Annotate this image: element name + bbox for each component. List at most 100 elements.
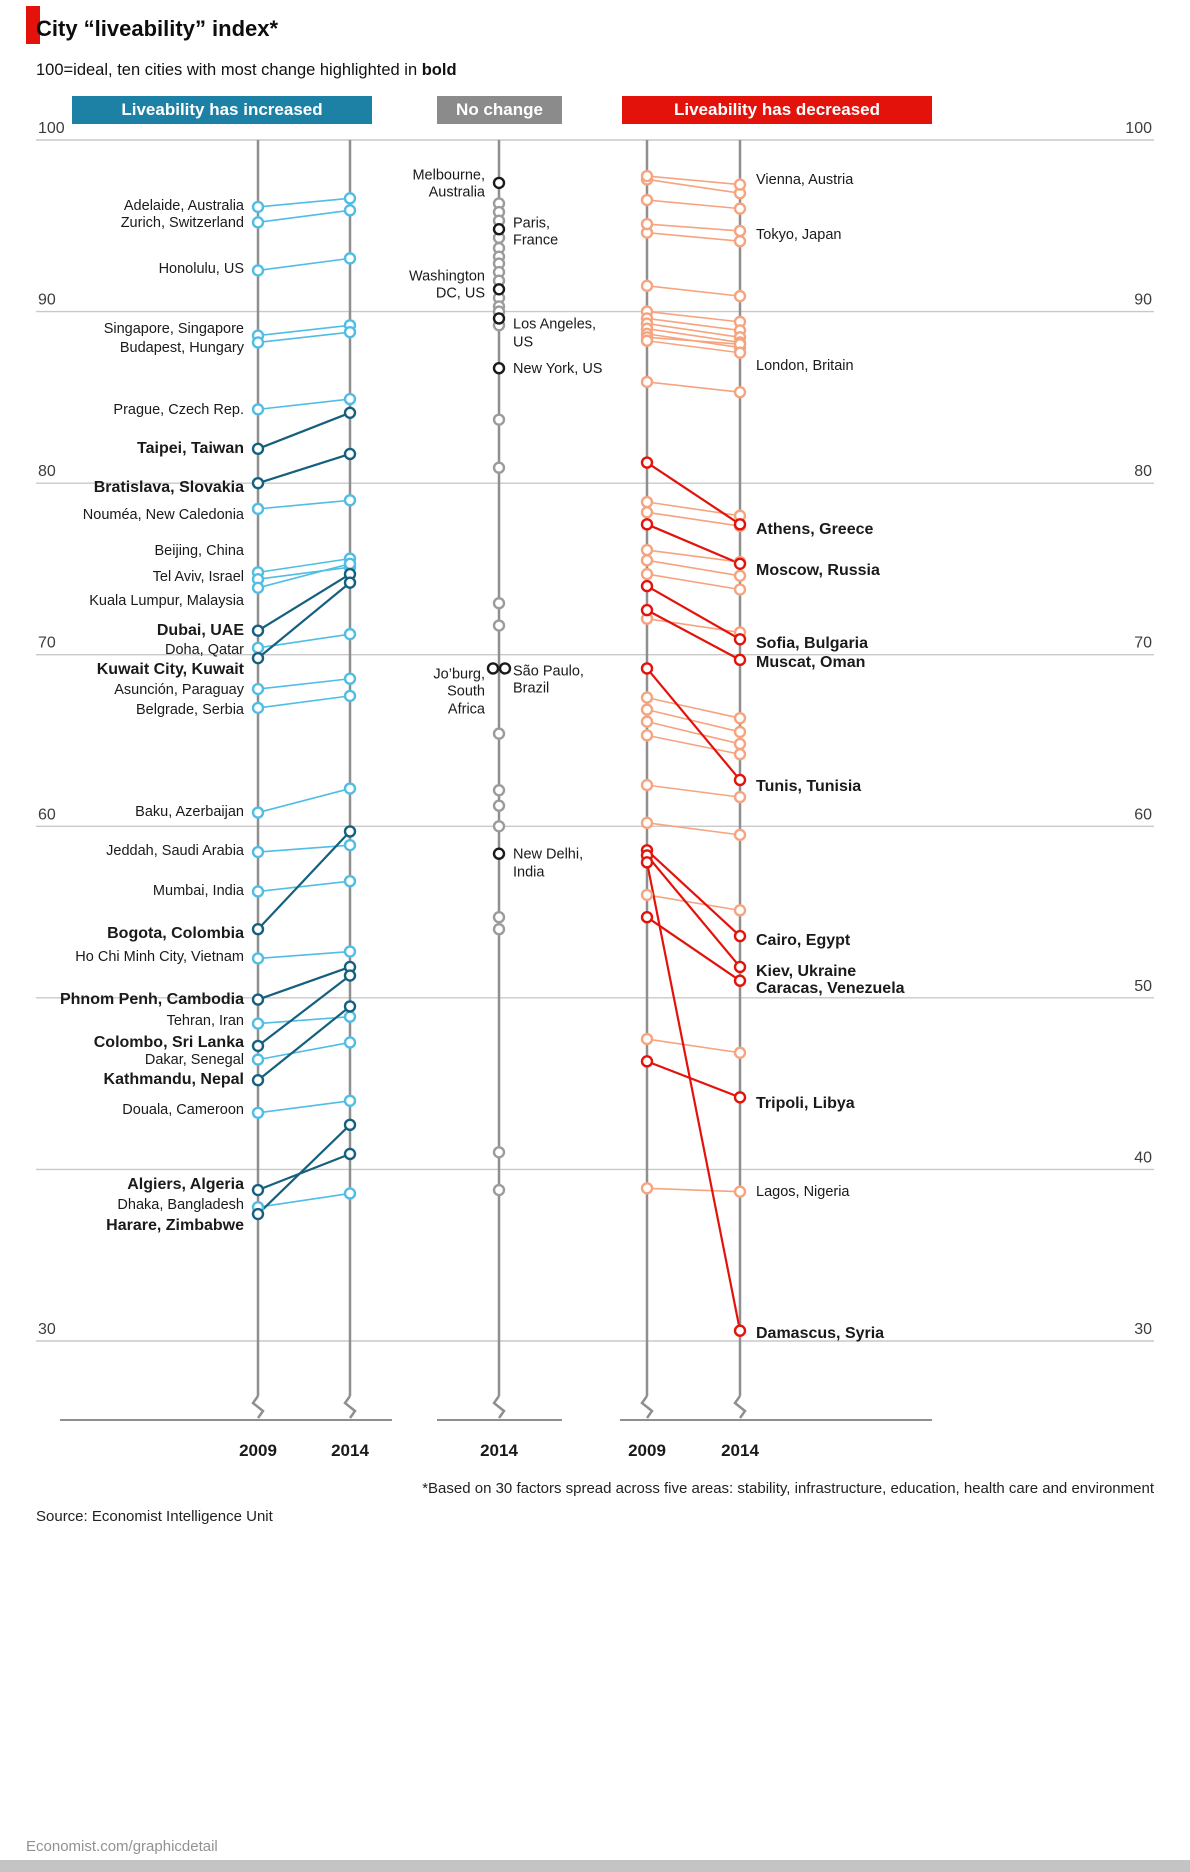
city-dot [733, 773, 747, 787]
city-dot [343, 406, 357, 419]
city-dot [492, 727, 506, 740]
city-dot [640, 495, 654, 509]
city-dot [251, 1039, 265, 1053]
city-dot [733, 1091, 747, 1104]
slope-line [646, 573, 741, 591]
slope-line [646, 854, 741, 968]
city-dot [640, 911, 654, 924]
city-dot [492, 619, 506, 632]
city-dot [343, 252, 357, 265]
city-dot [733, 974, 747, 987]
slope-line [257, 1152, 351, 1192]
x-axis-year-label: 2009 [628, 1441, 666, 1460]
city-dot [343, 1010, 357, 1023]
slope-line [257, 965, 351, 1001]
slope-line [646, 285, 741, 297]
economist-brand-mark [26, 6, 40, 44]
city-dot [251, 952, 265, 965]
slope-line [646, 199, 741, 210]
x-axis-year-label: 2014 [331, 1441, 369, 1460]
axis-break-mark [640, 1395, 654, 1419]
city-dot [640, 703, 654, 716]
city-dot [640, 169, 654, 183]
city-dot [733, 178, 747, 191]
slope-line [646, 720, 741, 745]
city-dot [733, 583, 747, 596]
slope-line [646, 849, 741, 937]
city-dot [251, 1017, 265, 1030]
footer-link[interactable]: Economist.com/graphicdetail [26, 1838, 218, 1855]
city-dot [251, 993, 265, 1006]
city-dot [343, 494, 357, 507]
city-dot [492, 176, 506, 190]
y-axis-tick-label: 80 [1134, 463, 1152, 480]
slope-line [257, 398, 351, 411]
slope-line [646, 310, 741, 323]
city-dot [492, 461, 506, 474]
slope-line [257, 566, 351, 581]
slope-line [257, 677, 351, 690]
city-dot [343, 825, 357, 838]
slope-line [646, 327, 741, 344]
y-axis-tick-label: 100 [1125, 120, 1152, 137]
city-dot [733, 557, 747, 570]
city-dot [492, 784, 506, 797]
city-dot [492, 847, 506, 860]
city-dot [640, 888, 654, 902]
city-dot [492, 312, 506, 325]
slope-line [646, 1060, 741, 1099]
city-dot [733, 569, 747, 582]
slope-line [257, 411, 351, 450]
city-dot [343, 557, 357, 570]
city-dot [640, 506, 654, 519]
slope-line [646, 175, 741, 186]
slope-line [645, 862, 742, 1331]
city-dot [251, 1053, 265, 1066]
city-dot [733, 653, 747, 667]
slope-line [646, 339, 741, 354]
city-dot [640, 456, 654, 469]
city-dot [640, 729, 654, 742]
city-dot [251, 651, 265, 665]
panel-header-decreased: Liveability has decreased [622, 96, 932, 124]
city-dot [251, 502, 265, 516]
slope-line [646, 511, 741, 527]
city-dot [251, 200, 265, 214]
slope-line [646, 559, 741, 577]
city-dot [492, 820, 506, 833]
city-dot [733, 346, 747, 359]
city-dot [733, 1046, 747, 1059]
slope-line [257, 197, 351, 208]
y-axis-tick-label: 100 [38, 120, 65, 137]
city-dot [733, 386, 747, 399]
source-line: Source: Economist Intelligence Unit [36, 1508, 273, 1525]
city-dot [251, 1207, 265, 1221]
city-dot [733, 737, 747, 751]
city-dot [733, 748, 747, 761]
city-dot [492, 361, 506, 375]
slope-line [646, 549, 741, 563]
y-axis-tick-label: 40 [1134, 1149, 1152, 1166]
city-dot [343, 576, 357, 589]
y-axis-tick-label: 90 [1134, 292, 1152, 309]
city-dot [343, 1094, 357, 1108]
slope-line [646, 894, 741, 912]
bottom-gray-bar [0, 1860, 1190, 1872]
slope-line [257, 880, 351, 893]
city-dot [640, 518, 654, 531]
city-dot [640, 691, 654, 704]
panel-header-increased: Liveability has increased [72, 96, 372, 124]
city-dot [733, 725, 747, 739]
city-dot [343, 874, 357, 888]
city-dot [733, 518, 747, 531]
city-dot [251, 581, 265, 595]
city-dot [640, 816, 654, 830]
slope-line [646, 1038, 741, 1054]
slope-line [646, 223, 741, 232]
city-dot [640, 279, 654, 293]
city-dot [640, 579, 654, 593]
city-dot [343, 969, 357, 982]
slope-line [257, 695, 351, 709]
city-dot [343, 1187, 357, 1200]
slope-line [257, 557, 351, 574]
